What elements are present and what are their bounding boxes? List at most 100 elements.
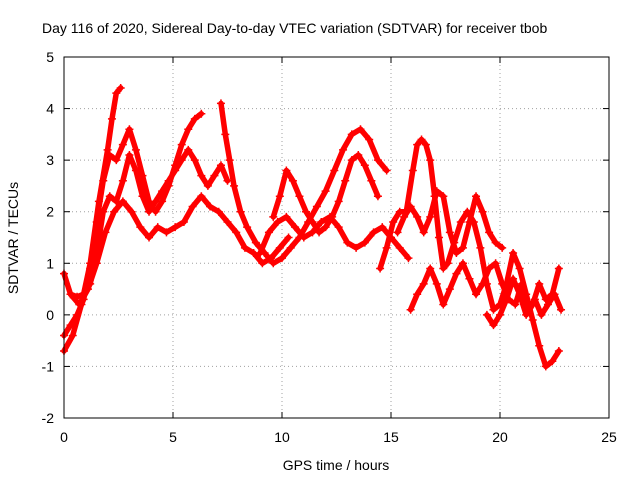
data-point [367, 176, 376, 185]
data-point [264, 228, 273, 237]
data-point [321, 187, 330, 196]
data-point [417, 135, 426, 144]
data-point [75, 300, 84, 309]
data-point [179, 218, 188, 227]
data-point [543, 300, 552, 309]
data-point [517, 285, 526, 294]
data-point [347, 156, 356, 165]
data-point [308, 228, 317, 237]
data-point [419, 279, 428, 288]
data-point [465, 274, 474, 283]
data-point [83, 285, 92, 294]
data-point [158, 197, 167, 206]
data-point [317, 218, 326, 227]
data-point [145, 233, 154, 242]
y-axis-label: SDTVAR / TECUs [5, 182, 21, 294]
data-point [491, 259, 500, 268]
data-point [184, 145, 193, 154]
data-point [382, 166, 391, 175]
data-point [554, 264, 563, 273]
data-point [188, 202, 197, 211]
data-point [164, 181, 173, 190]
data-point [426, 156, 435, 165]
data-point [458, 243, 467, 252]
data-point [406, 305, 415, 314]
data-point [511, 300, 520, 309]
data-point [541, 362, 550, 371]
data-point [439, 192, 448, 201]
data-point [439, 264, 448, 273]
data-point [282, 212, 291, 221]
data-point [426, 264, 435, 273]
data-point [548, 357, 557, 366]
data-point [312, 202, 321, 211]
data-point [509, 274, 518, 283]
data-point [107, 114, 116, 123]
data-point [223, 218, 232, 227]
data-point [171, 161, 180, 170]
data-point [537, 310, 546, 319]
data-point [445, 228, 454, 237]
data-point [275, 192, 284, 201]
data-point [426, 212, 435, 221]
data-point [515, 264, 524, 273]
data-point [243, 223, 252, 232]
data-point [236, 207, 245, 216]
data-point [210, 171, 219, 180]
data-point [197, 192, 206, 201]
data-point [356, 125, 365, 134]
x-tick-label: 5 [169, 429, 177, 445]
series-layer [60, 83, 566, 371]
data-point [223, 176, 232, 185]
data-point [153, 223, 162, 232]
data-point [177, 140, 186, 149]
data-point [330, 166, 339, 175]
data-point [557, 305, 566, 314]
data-point [68, 331, 77, 340]
data-point [463, 207, 472, 216]
data-point [432, 279, 441, 288]
data-point [478, 207, 487, 216]
data-point [393, 228, 402, 237]
data-point [103, 145, 112, 154]
y-tick-label: 1 [46, 255, 54, 271]
data-point [334, 197, 343, 206]
data-point [230, 181, 239, 190]
data-point [434, 233, 443, 242]
data-point [269, 259, 278, 268]
data-point [360, 238, 369, 247]
data-point [554, 346, 563, 355]
data-point [432, 187, 441, 196]
data-point [184, 125, 193, 134]
data-point [278, 254, 286, 263]
data-point [528, 316, 537, 325]
data-point [197, 109, 206, 118]
data-point [282, 166, 291, 175]
data-point [502, 295, 511, 304]
data-point [369, 228, 378, 237]
data-point [509, 248, 518, 257]
data-point [376, 264, 385, 273]
data-point [105, 192, 114, 201]
data-point [404, 254, 413, 263]
chart-title: Day 116 of 2020, Sidereal Day-to-day VTE… [42, 20, 547, 36]
data-point [456, 218, 465, 227]
data-point [112, 89, 121, 98]
data-point [341, 176, 350, 185]
data-point [101, 228, 110, 237]
data-point [491, 238, 500, 247]
data-point [347, 130, 356, 139]
data-point [321, 223, 330, 232]
data-point [240, 243, 249, 252]
y-tick-label: 0 [46, 307, 54, 323]
x-tick-label: 0 [60, 429, 68, 445]
data-point [469, 218, 478, 227]
data-point [413, 290, 422, 299]
data-point [138, 171, 147, 180]
data-point [476, 243, 485, 252]
data-point [197, 171, 206, 180]
data-point [251, 238, 260, 247]
data-point [190, 114, 199, 123]
data-point [136, 223, 145, 232]
data-point [269, 212, 278, 221]
